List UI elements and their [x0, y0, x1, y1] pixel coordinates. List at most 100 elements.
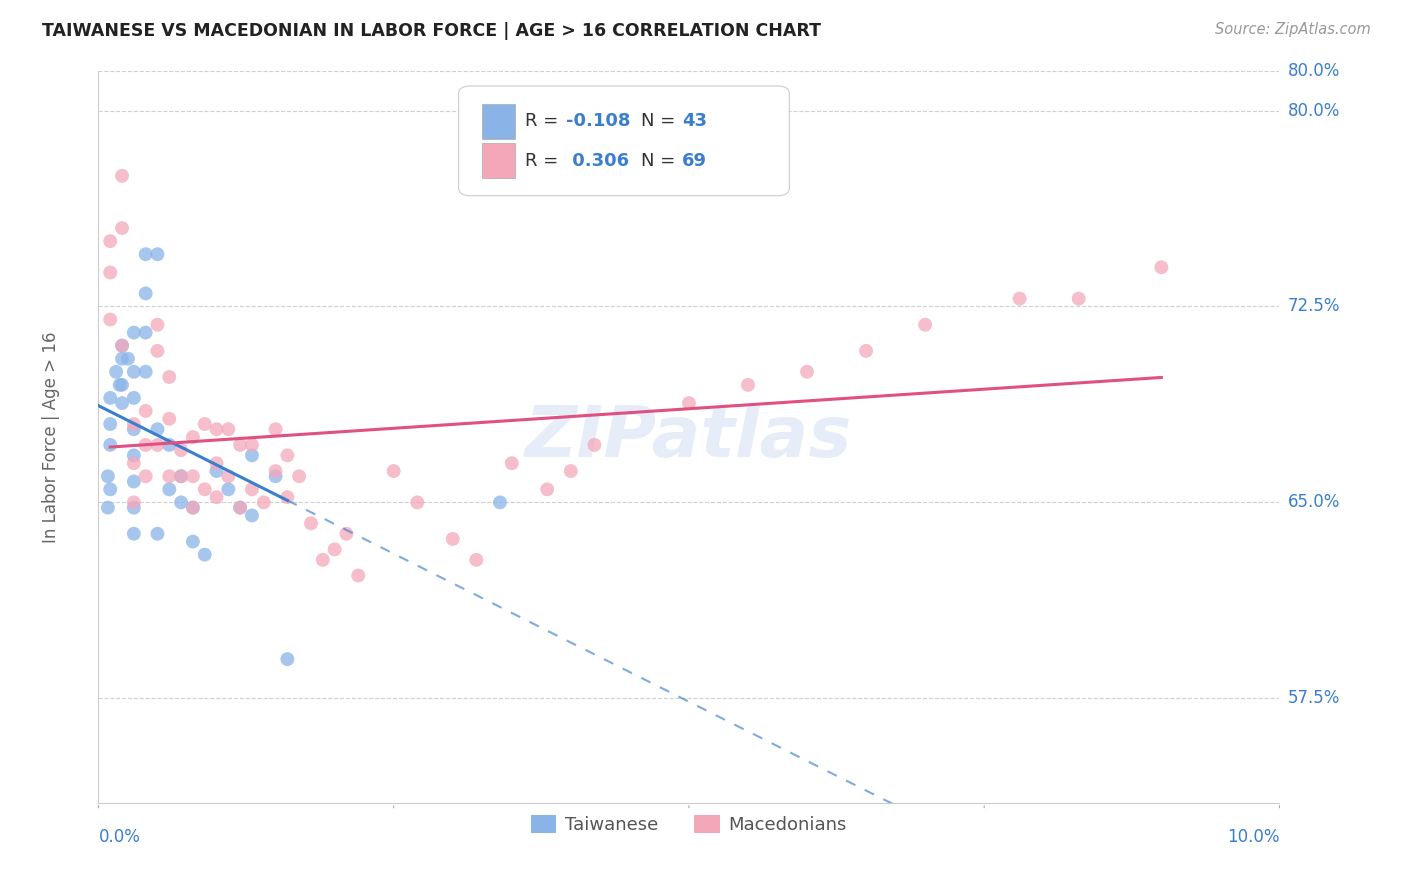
Point	[97, 500, 120, 515]
Point	[117, 351, 139, 366]
Text: 65.0%: 65.0%	[1288, 493, 1340, 511]
Point	[1150, 260, 1173, 275]
Point	[264, 422, 287, 436]
Text: Source: ZipAtlas.com: Source: ZipAtlas.com	[1215, 22, 1371, 37]
Text: 0.0%: 0.0%	[98, 828, 141, 846]
Point	[135, 469, 157, 483]
Point	[1067, 292, 1090, 306]
Text: N =: N =	[641, 152, 681, 169]
Text: 43: 43	[682, 112, 707, 130]
Point	[583, 438, 606, 452]
Point	[194, 417, 217, 431]
Point	[796, 365, 818, 379]
Point	[312, 553, 335, 567]
Point	[276, 448, 298, 462]
Point	[181, 534, 204, 549]
Point	[170, 469, 193, 483]
Text: 69: 69	[682, 152, 707, 169]
Point	[105, 365, 128, 379]
Point	[501, 456, 523, 470]
Point	[122, 422, 145, 436]
Point	[135, 286, 157, 301]
Point	[240, 438, 263, 452]
Text: 80.0%: 80.0%	[1288, 62, 1340, 80]
Text: R =: R =	[524, 112, 564, 130]
Point	[157, 370, 180, 384]
Point	[98, 391, 121, 405]
Point	[229, 500, 252, 515]
Text: ZIPatlas: ZIPatlas	[526, 402, 852, 472]
Point	[146, 526, 169, 541]
Point	[146, 422, 169, 436]
Text: 57.5%: 57.5%	[1288, 690, 1340, 707]
Point	[98, 234, 121, 248]
Point	[678, 396, 700, 410]
Point	[170, 469, 193, 483]
Point	[323, 542, 346, 557]
Text: 0.306: 0.306	[567, 152, 630, 169]
Point	[253, 495, 276, 509]
Point	[406, 495, 429, 509]
FancyBboxPatch shape	[458, 86, 789, 195]
Point	[157, 411, 180, 425]
Point	[135, 404, 157, 418]
Point	[441, 532, 464, 546]
Point	[122, 326, 145, 340]
Point	[97, 469, 120, 483]
Point	[288, 469, 311, 483]
Point	[181, 430, 204, 444]
Text: N =: N =	[641, 112, 681, 130]
Point	[264, 469, 287, 483]
Point	[560, 464, 582, 478]
Point	[122, 500, 145, 515]
Text: 80.0%: 80.0%	[1288, 102, 1340, 120]
Text: -0.108: -0.108	[567, 112, 631, 130]
Point	[170, 495, 193, 509]
Point	[240, 448, 263, 462]
Point	[194, 483, 217, 497]
Point	[276, 490, 298, 504]
Point	[98, 312, 121, 326]
Point	[98, 483, 121, 497]
Point	[1008, 292, 1031, 306]
Point	[347, 568, 370, 582]
Point	[489, 495, 512, 509]
Point	[157, 469, 180, 483]
Text: 10.0%: 10.0%	[1227, 828, 1279, 846]
Point	[135, 438, 157, 452]
Text: R =: R =	[524, 152, 564, 169]
Point	[855, 343, 877, 358]
Point	[914, 318, 936, 332]
Point	[737, 377, 759, 392]
Point	[276, 652, 298, 666]
Point	[205, 456, 228, 470]
Point	[122, 456, 145, 470]
Point	[122, 391, 145, 405]
Point	[205, 464, 228, 478]
Point	[170, 443, 193, 458]
Point	[157, 438, 180, 452]
Point	[299, 516, 322, 531]
Point	[181, 469, 204, 483]
Point	[146, 318, 169, 332]
Point	[111, 351, 134, 366]
Point	[181, 500, 204, 515]
Point	[122, 495, 145, 509]
Point	[335, 526, 357, 541]
Point	[111, 221, 134, 235]
FancyBboxPatch shape	[482, 143, 516, 178]
Point	[382, 464, 405, 478]
Point	[205, 422, 228, 436]
Point	[122, 448, 145, 462]
Point	[111, 339, 134, 353]
Point	[264, 464, 287, 478]
Point	[111, 169, 134, 183]
Point	[111, 396, 134, 410]
Point	[465, 553, 488, 567]
Legend: Taiwanese, Macedonians: Taiwanese, Macedonians	[523, 808, 855, 841]
Point	[122, 365, 145, 379]
Point	[122, 417, 145, 431]
FancyBboxPatch shape	[482, 103, 516, 138]
Point	[135, 247, 157, 261]
Point	[217, 469, 239, 483]
